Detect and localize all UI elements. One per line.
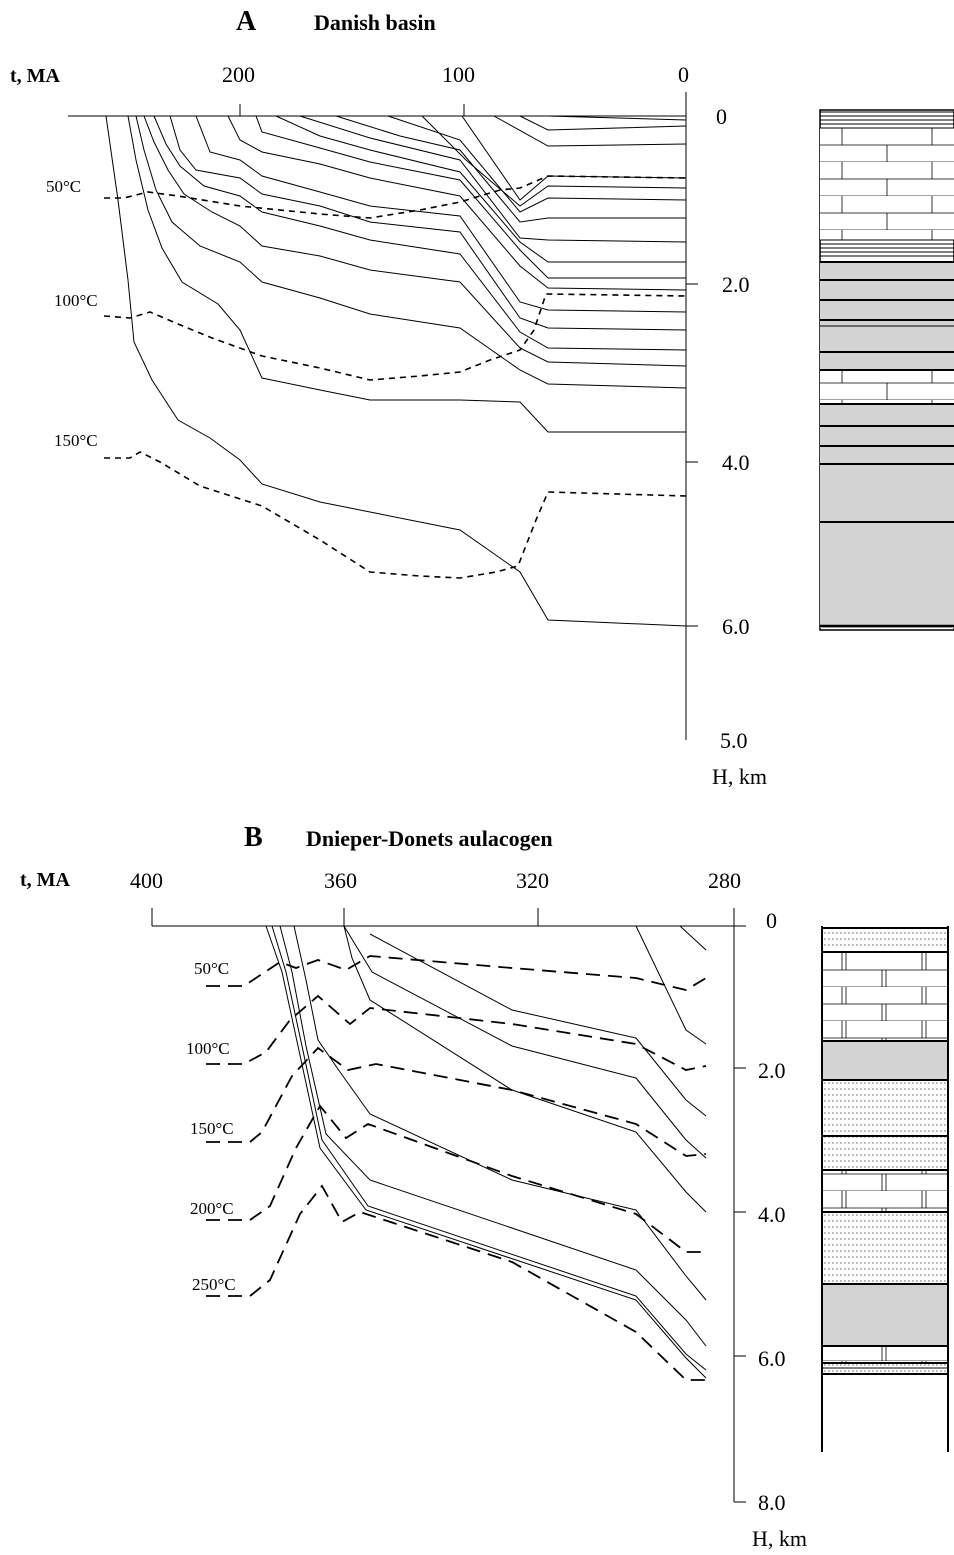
panel-a-ylabel: H, km (712, 764, 767, 789)
panel-b-axes (151, 908, 746, 1503)
panel-b-letter: B (244, 822, 263, 853)
x-tick-a-200: 200 (222, 62, 255, 87)
panel-a-axes (68, 92, 698, 740)
burial-curve (265, 925, 707, 1379)
burial-curve (299, 115, 687, 243)
y-tick-a-4: 4.0 (722, 450, 750, 475)
burial-curve (679, 925, 707, 951)
burial-curve (143, 115, 687, 367)
temp-label-a-50: 50°C (46, 177, 81, 196)
burial-curve (105, 115, 687, 627)
burial-curve (255, 115, 686, 279)
temp-label-a-150: 150°C (54, 431, 98, 450)
panel-a-strat-column (819, 109, 954, 631)
panel-b-strat-column (821, 926, 949, 1452)
panel-a: A Danish basin t, MA 200 100 0 0 2.0 4.0… (10, 6, 954, 789)
burial-curve (293, 925, 707, 1301)
temp-label-b-200: 200°C (190, 1199, 234, 1218)
y-tick-a-2: 2.0 (722, 272, 750, 297)
x-tick-b-360: 360 (324, 868, 357, 893)
temp-label-b-150: 150°C (190, 1119, 234, 1138)
burial-curve (135, 115, 687, 389)
x-tick-b-400: 400 (130, 868, 163, 893)
y-tick-b-4: 4.0 (758, 1202, 786, 1227)
isotherm-200 (206, 1104, 706, 1253)
burial-curve (387, 115, 687, 213)
burial-curve (127, 115, 686, 433)
burial-curve (369, 933, 707, 1117)
x-tick-b-320: 320 (516, 868, 549, 893)
y-tick-b-2: 2.0 (758, 1058, 786, 1083)
panel-a-isotherms (103, 175, 687, 579)
temp-label-b-250: 250°C (192, 1275, 236, 1294)
isotherm-100 (206, 994, 707, 1071)
burial-curve (519, 115, 687, 131)
burial-curve (547, 115, 687, 121)
burial-curve (275, 115, 686, 263)
isotherm-50 (206, 955, 707, 991)
isotherm-100 (103, 293, 687, 381)
burial-curve (279, 925, 707, 1347)
burial-curve (343, 925, 707, 1159)
panel-a-xlabel: t, MA (10, 65, 61, 87)
panel-b-title: Dnieper-Donets aulacogen (306, 826, 553, 851)
panel-a-letter: A (236, 6, 257, 37)
panel-b-ylabel: H, km (752, 1526, 807, 1551)
panel-b: B Dnieper-Donets aulacogen t, MA 400 360… (20, 822, 949, 1551)
burial-curve (335, 115, 686, 223)
temp-label-a-100: 100°C (54, 291, 98, 310)
y-tick-a-5: 5.0 (720, 728, 748, 753)
y-tick-a-6: 6.0 (722, 614, 750, 639)
isotherm-250 (206, 1184, 706, 1381)
panel-b-xlabel: t, MA (20, 869, 71, 891)
y-tick-b-8: 8.0 (758, 1490, 786, 1515)
x-tick-a-100: 100 (442, 62, 475, 87)
panel-a-burial-curves (105, 115, 687, 627)
y-tick-b-6: 6.0 (758, 1346, 786, 1371)
panel-b-burial-curves (265, 925, 707, 1379)
panel-b-isotherms (206, 955, 707, 1381)
burial-curve (493, 115, 687, 147)
x-tick-a-0: 0 (678, 62, 689, 87)
burial-curve (421, 115, 687, 207)
panel-a-title: Danish basin (314, 10, 436, 35)
isotherm-150 (104, 451, 687, 579)
isotherm-150 (206, 1046, 707, 1157)
burial-curve (195, 115, 687, 313)
temp-label-b-50: 50°C (194, 959, 229, 978)
burial-curve (169, 115, 687, 331)
burial-curve (227, 115, 687, 291)
x-tick-b-280: 280 (708, 868, 741, 893)
y-tick-a-0: 0 (716, 104, 727, 129)
burial-curve (271, 925, 707, 1371)
isotherm-50 (104, 175, 687, 219)
burial-curve (153, 115, 687, 351)
temp-label-b-100: 100°C (186, 1039, 230, 1058)
y-tick-b-0: 0 (766, 908, 777, 933)
burial-curve (635, 925, 707, 1045)
